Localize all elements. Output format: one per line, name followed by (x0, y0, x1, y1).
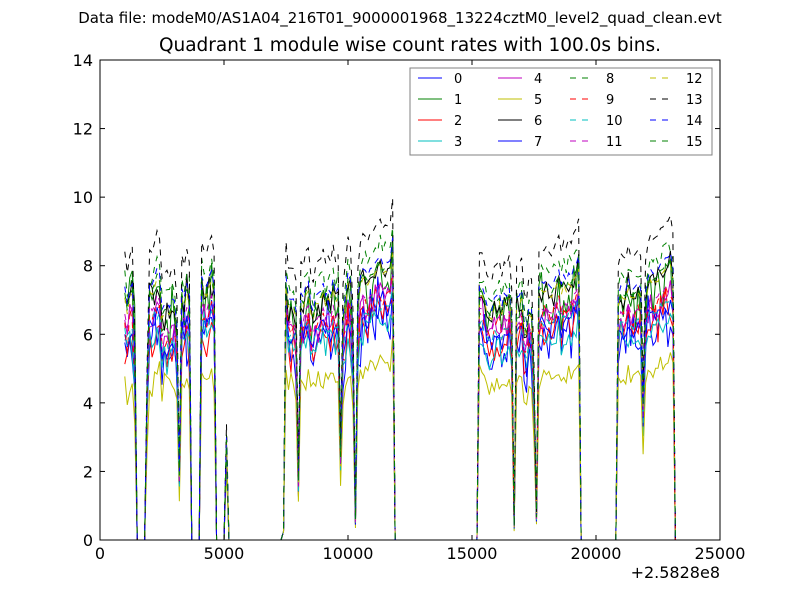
series-line-1 (124, 235, 708, 540)
legend-label-10: 10 (606, 114, 623, 129)
x-tick-label: 0 (95, 544, 105, 563)
series-line-14 (124, 237, 708, 540)
y-tick-label: 4 (83, 394, 93, 413)
legend-label-8: 8 (606, 72, 614, 87)
y-tick-label: 8 (83, 257, 93, 276)
legend-label-4: 4 (534, 72, 542, 87)
x-tick-label: 15000 (447, 544, 498, 563)
legend-label-5: 5 (534, 93, 542, 108)
data-file-title: Data file: modeM0/AS1A04_216T01_90000019… (78, 9, 722, 27)
series-line-5 (124, 335, 708, 540)
legend-label-14: 14 (686, 114, 703, 129)
legend-label-3: 3 (454, 135, 462, 150)
x-tick-label: 10000 (323, 544, 374, 563)
legend-label-15: 15 (686, 135, 703, 150)
y-tick-label: 6 (83, 325, 93, 344)
legend-label-9: 9 (606, 93, 614, 108)
series-line-6 (124, 239, 708, 540)
x-tick-label: 20000 (571, 544, 622, 563)
legend-label-0: 0 (454, 72, 462, 87)
legend-label-11: 11 (606, 135, 623, 150)
y-tick-label: 2 (83, 462, 93, 481)
series-line-4 (124, 274, 708, 540)
x-offset-label: +2.5828e8 (631, 563, 720, 582)
legend-label-7: 7 (534, 135, 542, 150)
series-line-13 (124, 198, 708, 540)
x-tick-label: 5000 (204, 544, 245, 563)
series-layer (124, 198, 708, 540)
x-tick-label: 25000 (695, 544, 746, 563)
y-tick-label: 0 (83, 531, 93, 550)
y-tick-label: 14 (73, 51, 93, 70)
legend-label-2: 2 (454, 114, 462, 129)
legend-label-1: 1 (454, 93, 462, 108)
y-tick-label: 12 (73, 120, 93, 139)
legend-label-13: 13 (686, 93, 703, 108)
series-line-0 (124, 276, 708, 540)
series-line-3 (124, 306, 708, 540)
legend-label-6: 6 (534, 114, 542, 129)
legend-label-12: 12 (686, 72, 703, 87)
legend-frame (409, 67, 713, 156)
plot-frame (99, 59, 721, 541)
y-tick-label: 10 (73, 188, 93, 207)
chart-title: Quadrant 1 module wise count rates with … (158, 35, 662, 56)
